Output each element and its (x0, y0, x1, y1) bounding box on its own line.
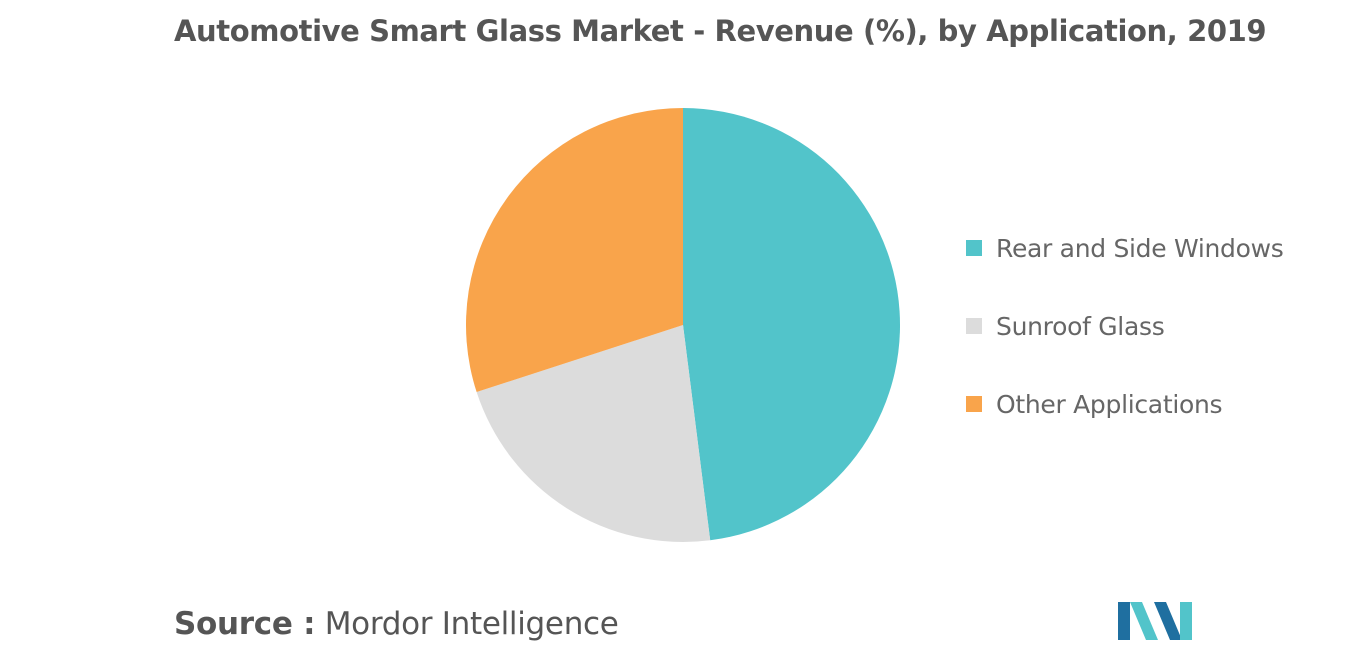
logo-left-bar (1118, 602, 1130, 640)
source-line: Source : Mordor Intelligence (174, 606, 619, 642)
legend-label-rear-and-side-windows: Rear and Side Windows (996, 233, 1284, 263)
legend-swatch-other-applications (966, 396, 982, 412)
pie-slices (465, 107, 901, 543)
legend-item-sunroof-glass: Sunroof Glass (966, 306, 1283, 346)
chart-title: Automotive Smart Glass Market - Revenue … (174, 14, 1267, 48)
legend-swatch-rear-and-side-windows (966, 240, 982, 256)
logo-right-bar (1180, 602, 1192, 640)
chart-legend: Rear and Side Windows Sunroof Glass Othe… (966, 228, 1284, 462)
legend-label-other-applications: Other Applications (996, 389, 1223, 419)
legend-item-other-applications: Other Applications (966, 384, 1283, 424)
logo-right-diagonal (1154, 602, 1182, 640)
legend-label-sunroof-glass: Sunroof Glass (996, 311, 1165, 341)
source-label: Source : (174, 606, 316, 642)
pie-slice-rear-and-side-windows (683, 107, 901, 541)
legend-item-rear-and-side-windows: Rear and Side Windows (966, 228, 1284, 268)
pie-slice-sunroof-glass (476, 325, 711, 543)
legend-swatch-sunroof-glass (966, 318, 982, 334)
pie-slice-other-applications (465, 108, 683, 393)
mordor-intelligence-logo-icon (1118, 602, 1192, 640)
source-name: Mordor Intelligence (324, 606, 619, 642)
logo-left-diagonal (1130, 602, 1158, 640)
